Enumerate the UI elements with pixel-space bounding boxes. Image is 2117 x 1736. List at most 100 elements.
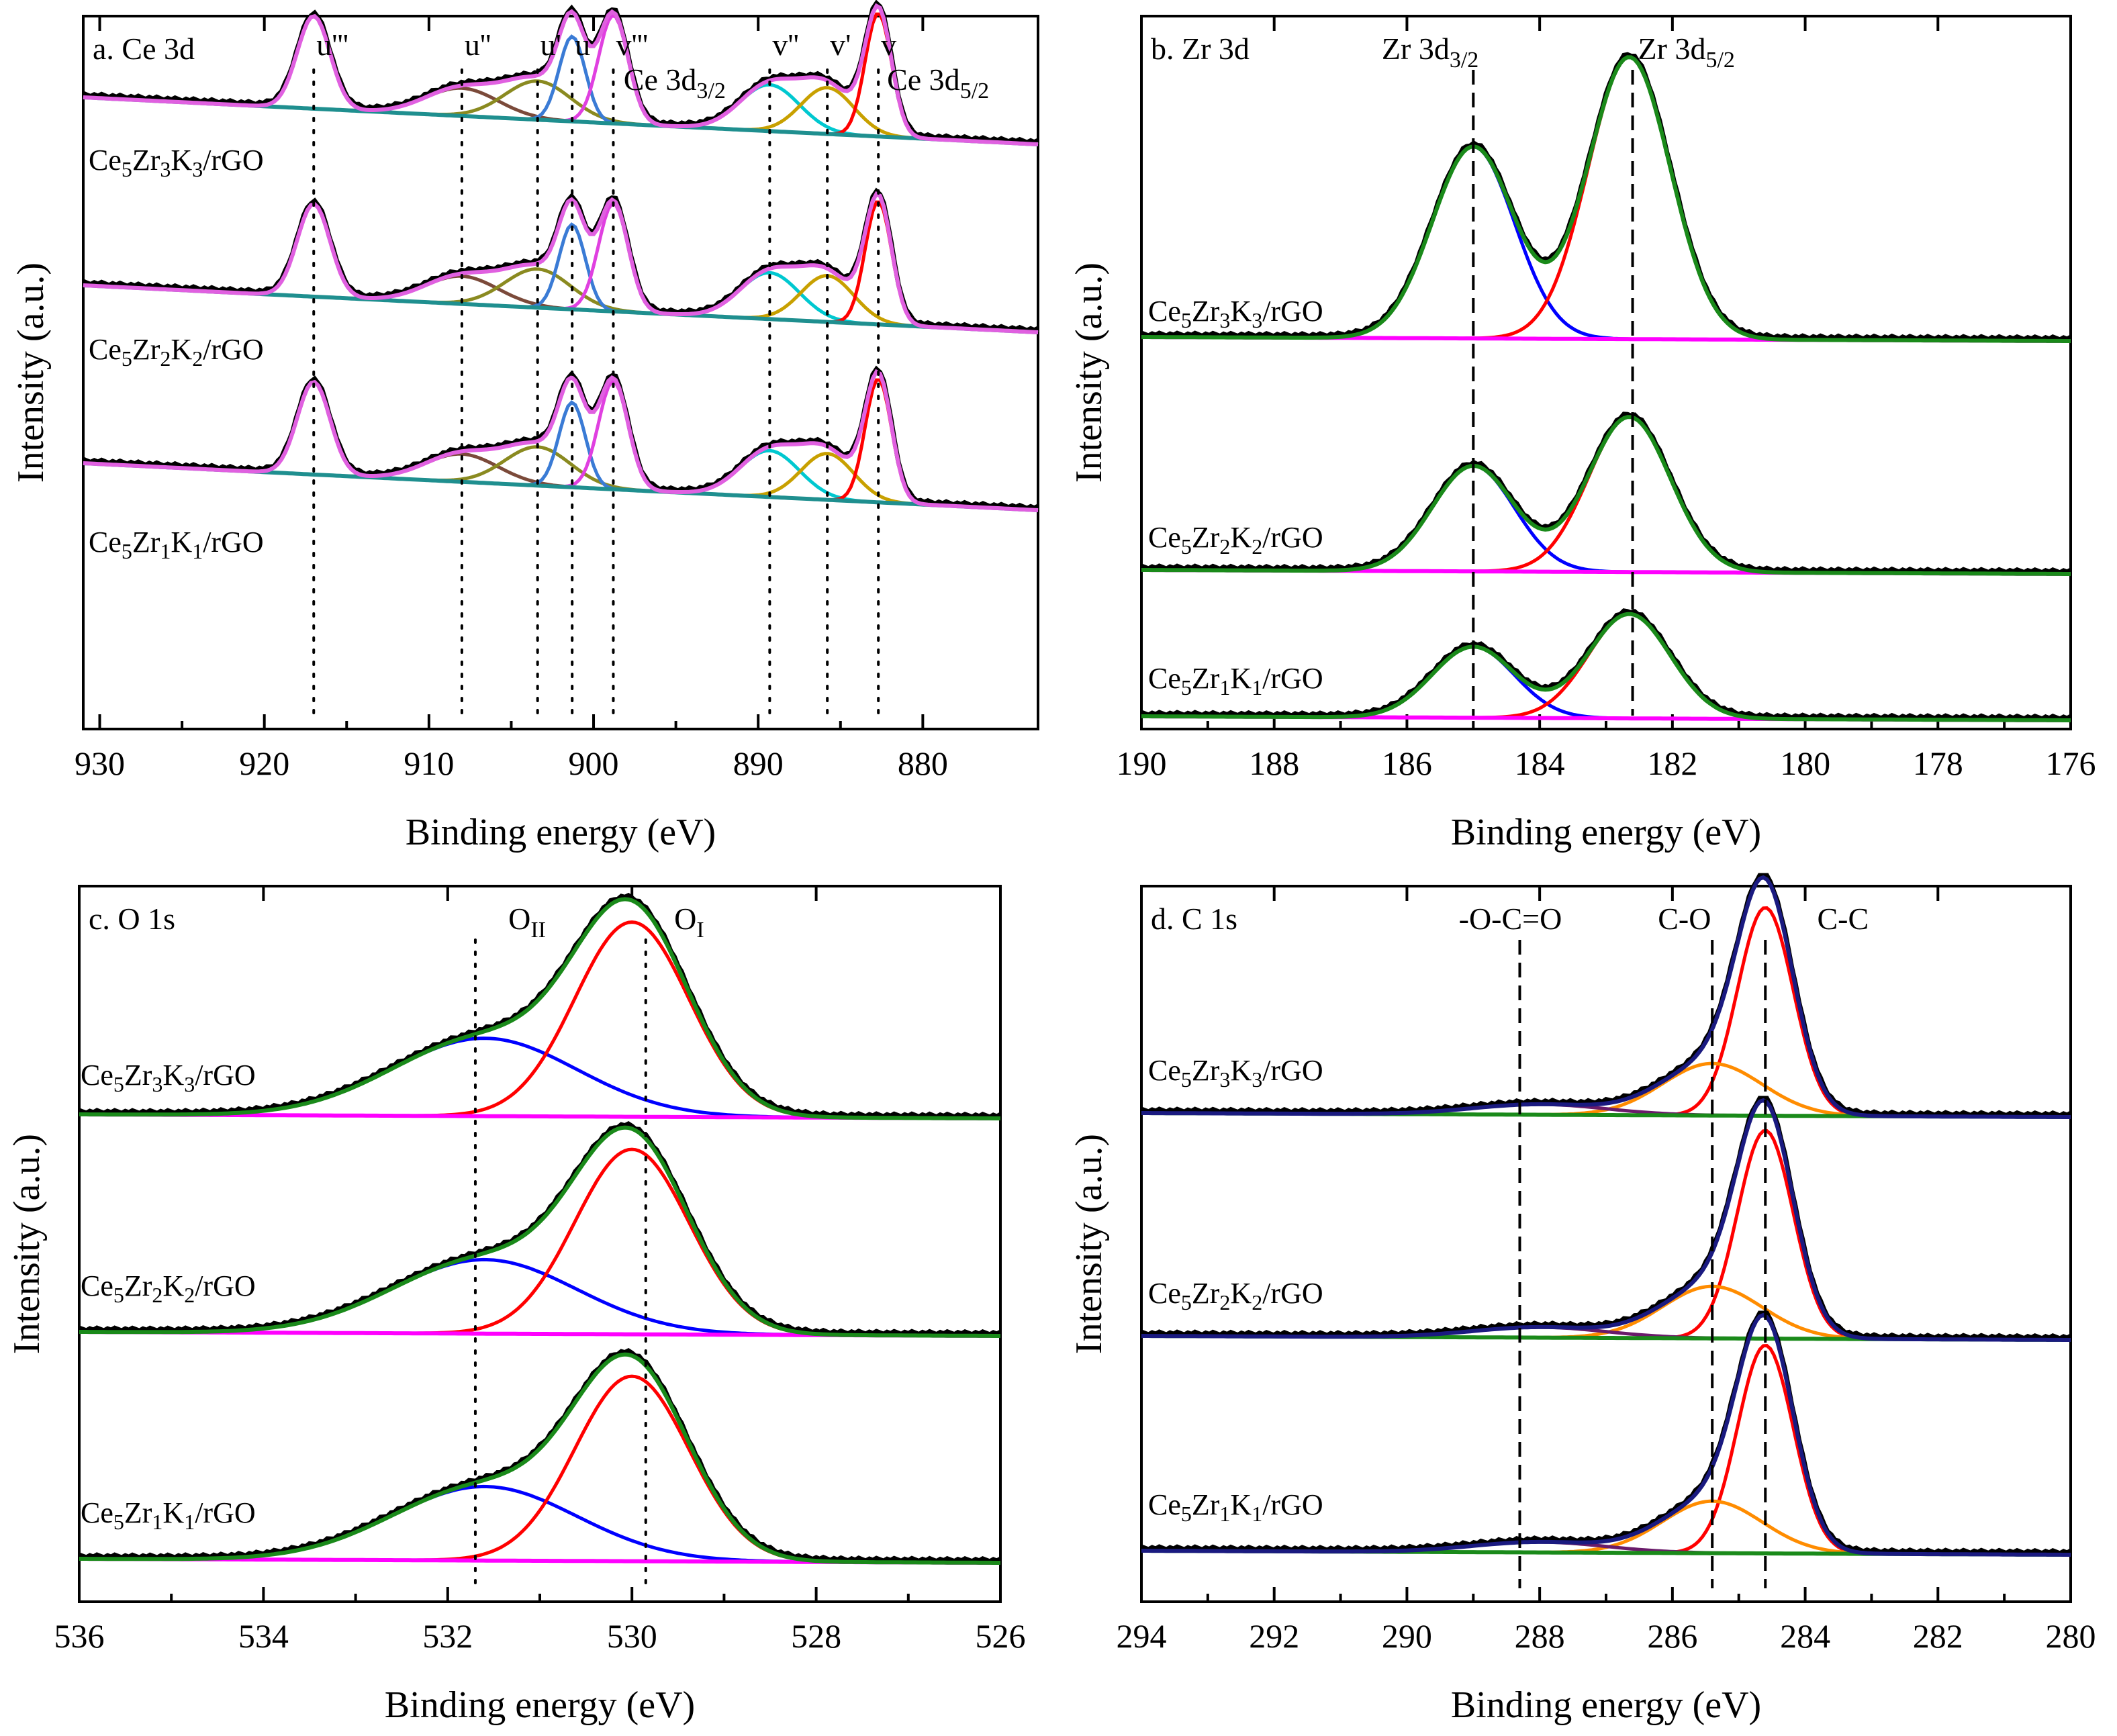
envelope-line xyxy=(83,369,1039,512)
raw-data-line xyxy=(78,1120,1002,1337)
x-tick-label: 930 xyxy=(75,744,125,782)
sample-label: Ce5Zr2K2/rGO xyxy=(1148,1277,1323,1314)
x-tick-label: 180 xyxy=(1780,744,1830,782)
annotation-label: Ce 3d3/2 xyxy=(624,62,726,103)
x-tick-label: 288 xyxy=(1515,1617,1565,1655)
annotation-label: C-C xyxy=(1817,902,1869,936)
sample-label: Ce5Zr2K2/rGO xyxy=(89,333,264,371)
y-axis-label: Intensity (a.u.) xyxy=(6,1134,48,1354)
sample-curves xyxy=(1140,873,2072,1119)
x-tick-label: 920 xyxy=(239,744,289,782)
peak-label: u' xyxy=(540,28,561,62)
x-tick-label: 188 xyxy=(1249,744,1299,782)
sample-curves xyxy=(1140,608,2072,722)
x-axis-label: Binding energy (eV) xyxy=(1451,812,1761,853)
x-tick-label: 282 xyxy=(1913,1617,1963,1655)
peak-label: v' xyxy=(830,28,851,62)
sample-label: Ce5Zr2K2/rGO xyxy=(1148,521,1323,559)
annotation-label: Zr 3d3/2 xyxy=(1382,32,1478,73)
y-axis-label: Intensity (a.u.) xyxy=(10,262,52,483)
panel-d-c1s: 294 292 290 288 286 284 282 280 Binding energy (… xyxy=(1068,873,2096,1726)
annotation-label: Ce 3d5/2 xyxy=(887,62,989,103)
panel-title: c. O 1s xyxy=(89,902,175,936)
sample-curves xyxy=(78,892,1002,1120)
sample-label: Ce5Zr1K1/rGO xyxy=(1148,662,1323,700)
peak-label: u'' xyxy=(465,28,491,62)
raw-data-line xyxy=(78,1347,1002,1564)
envelope-line xyxy=(79,1352,1000,1565)
annotation-label: C-O xyxy=(1658,902,1711,936)
x-tick-label: 294 xyxy=(1117,1617,1167,1655)
sample-curves xyxy=(1140,52,2072,343)
panel-title: a. Ce 3d xyxy=(93,32,195,66)
sample-curves xyxy=(78,1347,1002,1565)
sample-label: Ce5Zr1K1/rGO xyxy=(89,526,264,563)
x-tick-label: 184 xyxy=(1515,744,1565,782)
sample-curves xyxy=(78,1120,1002,1338)
envelope-line xyxy=(1141,55,2071,343)
sample-label: Ce5Zr3K3/rGO xyxy=(1148,295,1323,332)
x-tick-label: 178 xyxy=(1913,744,1963,782)
sample-curves xyxy=(82,0,1039,146)
sample-label: Ce5Zr3K3/rGO xyxy=(1148,1054,1323,1092)
sample-label: Ce5Zr1K1/rGO xyxy=(81,1496,256,1534)
sample-curves xyxy=(82,365,1039,512)
annotation-label: OI xyxy=(674,902,704,943)
x-tick-label: 528 xyxy=(791,1617,841,1655)
fit-component-line xyxy=(79,1374,1000,1565)
x-tick-label: 532 xyxy=(422,1617,473,1655)
sample-label: Ce5Zr3K3/rGO xyxy=(89,144,264,181)
sample-label: Ce5Zr2K2/rGO xyxy=(81,1269,256,1307)
panel-title: b. Zr 3d xyxy=(1151,32,1250,66)
x-tick-label: 284 xyxy=(1780,1617,1830,1655)
sample-label: Ce5Zr1K1/rGO xyxy=(1148,1488,1323,1526)
x-axis-label: Binding energy (eV) xyxy=(406,812,716,853)
sample-label: Ce5Zr3K3/rGO xyxy=(81,1059,256,1096)
x-tick-label: 190 xyxy=(1117,744,1167,782)
envelope-line xyxy=(79,1125,1000,1338)
sample-curves xyxy=(82,187,1039,334)
annotation-label: -O-C=O xyxy=(1459,902,1562,936)
envelope-line xyxy=(1141,612,2071,722)
sample-curves xyxy=(1140,1096,2072,1342)
x-tick-label: 534 xyxy=(238,1617,289,1655)
x-tick-label: 910 xyxy=(404,744,454,782)
panel-b-zr3d: 190 188 186 184 182 180 178 176 Binding energy (… xyxy=(1068,15,2096,853)
peak-label: u''' xyxy=(316,28,348,62)
sample-curves xyxy=(1140,1310,2072,1557)
envelope-line xyxy=(1141,1098,2071,1342)
peak-label: v'' xyxy=(772,28,799,62)
annotation-label: Zr 3d5/2 xyxy=(1638,32,1735,73)
x-tick-label: 182 xyxy=(1647,744,1697,782)
y-axis-label: Intensity (a.u.) xyxy=(1068,262,1110,483)
envelope-line xyxy=(79,897,1000,1120)
annotation-label: OII xyxy=(508,902,546,943)
x-tick-label: 526 xyxy=(976,1617,1026,1655)
fit-component-line xyxy=(1141,1343,2071,1557)
panel-a-ce3d: 930 920 910 900 890 880 Binding energy (eV) Int… xyxy=(10,0,1039,853)
x-tick-label: 280 xyxy=(2046,1617,2096,1655)
envelope-line xyxy=(1141,875,2071,1119)
x-tick-label: 536 xyxy=(54,1617,105,1655)
x-tick-label: 286 xyxy=(1647,1617,1697,1655)
envelope-line xyxy=(1141,415,2071,576)
y-axis-label: Intensity (a.u.) xyxy=(1068,1134,1110,1354)
x-tick-label: 292 xyxy=(1249,1617,1299,1655)
x-tick-label: 880 xyxy=(898,744,948,782)
x-tick-label: 176 xyxy=(2046,744,2096,782)
envelope-line xyxy=(1141,1312,2071,1557)
x-axis-label: Binding energy (eV) xyxy=(385,1684,695,1726)
peak-label: v xyxy=(881,28,896,62)
x-tick-label: 290 xyxy=(1382,1617,1432,1655)
sample-curves xyxy=(1140,412,2072,576)
panel-title: d. C 1s xyxy=(1151,902,1237,936)
fit-component-line xyxy=(1141,464,2071,576)
x-tick-label: 900 xyxy=(569,744,619,782)
x-tick-label: 186 xyxy=(1382,744,1432,782)
x-axis-label: Binding energy (eV) xyxy=(1451,1684,1761,1726)
x-tick-label: 530 xyxy=(607,1617,657,1655)
fit-component-line xyxy=(79,1147,1000,1338)
peak-label: v''' xyxy=(616,28,648,62)
envelope-line xyxy=(83,3,1039,146)
